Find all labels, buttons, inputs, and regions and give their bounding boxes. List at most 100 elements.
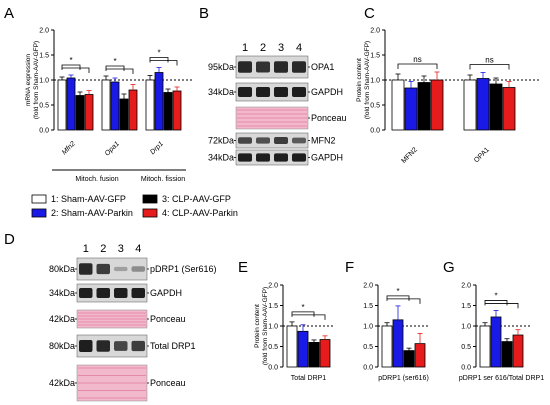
y-tick-label: 0.5 <box>39 103 49 110</box>
bar <box>110 81 120 131</box>
y-axis-label: mRNA expression <box>25 54 32 106</box>
blot-band <box>292 153 306 162</box>
significance-bracket <box>62 67 90 73</box>
blot-band <box>256 137 270 144</box>
significance-bracket <box>485 303 519 309</box>
blot-band <box>238 87 252 97</box>
blot-d: 1 2 3 4 80kDa pDRP1 (Ser616) 34kDa GAPDH 42kDa Po… <box>49 243 217 402</box>
lane-number: 4 <box>296 42 302 54</box>
significance-bracket <box>61 64 81 70</box>
y-axis-label: (fold from Sham-AAV-GFP) <box>262 287 269 365</box>
bar <box>163 92 173 131</box>
bar <box>489 83 503 131</box>
blot-band <box>79 288 93 298</box>
category-label: Drp1 <box>149 140 165 156</box>
blot-band <box>274 87 288 97</box>
bar <box>403 350 415 368</box>
significance-bracket <box>291 311 315 317</box>
blot-band <box>274 153 288 162</box>
blot-band <box>114 266 128 272</box>
kda-marker: 80kDa <box>49 264 75 274</box>
protein-label: GAPDH <box>311 87 343 97</box>
bar <box>319 339 331 368</box>
kda-marker: 34kDa <box>208 87 234 97</box>
bar <box>286 325 298 368</box>
significance-label: ns <box>413 55 421 64</box>
blot-band <box>96 340 110 352</box>
significance-label: * <box>113 57 116 66</box>
blot-band <box>274 136 288 145</box>
bar <box>308 341 320 368</box>
bar <box>172 90 182 131</box>
bar <box>75 95 85 131</box>
y-tick-label: 2.0 <box>39 28 49 35</box>
y-axis-label: Protein content <box>356 58 363 102</box>
kda-marker: 42kDa <box>49 314 75 324</box>
bar <box>463 79 477 131</box>
protein-label: MFN2 <box>311 136 336 146</box>
lane-number: 4 <box>135 243 141 255</box>
kda-marker: 80kDa <box>49 341 75 351</box>
blot-b: 1 2 3 4 95kDa OPA1 34kDa GAPDH Ponceau 72kDa MFN2 3… <box>208 42 347 166</box>
category-label: OPA1 <box>473 146 491 164</box>
panel-letter-d: D <box>4 231 15 248</box>
panel-letter-e: E <box>238 259 248 276</box>
y-tick-label: 0.0 <box>39 128 49 135</box>
y-tick-label: 2.0 <box>370 28 380 35</box>
blot-band <box>256 87 270 97</box>
bar <box>391 79 405 131</box>
legend-swatch <box>142 208 158 218</box>
lane-number: 2 <box>100 243 106 255</box>
significance-label: * <box>396 287 399 296</box>
bar <box>476 78 490 131</box>
category-label: Total DRP1 <box>291 375 327 382</box>
protein-label: GAPDH <box>311 153 343 163</box>
y-tick-label: 0.5 <box>363 344 373 351</box>
bar <box>84 94 94 131</box>
bar <box>414 343 426 368</box>
y-tick-label: 2.0 <box>268 283 278 290</box>
bar <box>381 325 393 368</box>
significance-bracket <box>150 60 178 66</box>
blot-band <box>292 61 306 73</box>
chart-a: 0.0 0.5 1.0 1.5 2.0 mRNA expression (fold from… <box>25 28 192 183</box>
category-label: pDRP1 ser 616/Total DRP1 <box>459 375 544 382</box>
kda-marker: 95kDa <box>208 62 234 72</box>
bar <box>490 316 502 368</box>
bar <box>502 87 516 131</box>
bar <box>501 341 513 368</box>
y-tick-label: 1.0 <box>39 78 49 85</box>
significance-bracket <box>105 65 125 71</box>
protein-label: Ponceau <box>150 378 186 388</box>
chart-c: 0.0 0.5 1.0 1.5 2.0 Protein content (fold from… <box>356 28 540 165</box>
bar <box>145 79 155 131</box>
significance-label: * <box>69 56 72 65</box>
y-tick-label: 0.5 <box>268 344 278 351</box>
y-tick-label: 1.0 <box>268 324 278 331</box>
legend-label: 4: CLP-AAV-Parkin <box>162 208 238 218</box>
legend-swatch <box>31 208 47 218</box>
bar <box>119 98 129 131</box>
lane-number: 3 <box>118 243 124 255</box>
blot-band <box>238 61 252 73</box>
legend-label: 3: CLP-AAV-GFP <box>162 194 231 204</box>
category-label: Opa1 <box>104 140 121 157</box>
significance-bracket <box>292 314 326 320</box>
bar <box>297 330 309 368</box>
chart-g: 0.0 0.5 1.0 1.5 2.0 pDRP1 ser 616/Total DRP1 * <box>459 283 544 383</box>
y-tick-label: 0.5 <box>370 103 380 110</box>
protein-label: OPA1 <box>311 62 334 72</box>
bar <box>154 72 164 131</box>
bar <box>430 79 444 131</box>
blot-band <box>96 263 110 275</box>
panel-letter-a: A <box>4 5 14 22</box>
y-tick-label: 1.0 <box>370 78 380 85</box>
chart-e: 0.0 0.5 1.0 1.5 2.0 Protein content (fold from… <box>254 283 335 382</box>
legend-swatch <box>31 194 47 204</box>
blot-band <box>114 341 128 351</box>
significance-bracket <box>149 57 169 63</box>
y-tick-label: 1.0 <box>461 324 471 331</box>
blot-band <box>256 61 270 73</box>
lane-number: 3 <box>278 42 284 54</box>
